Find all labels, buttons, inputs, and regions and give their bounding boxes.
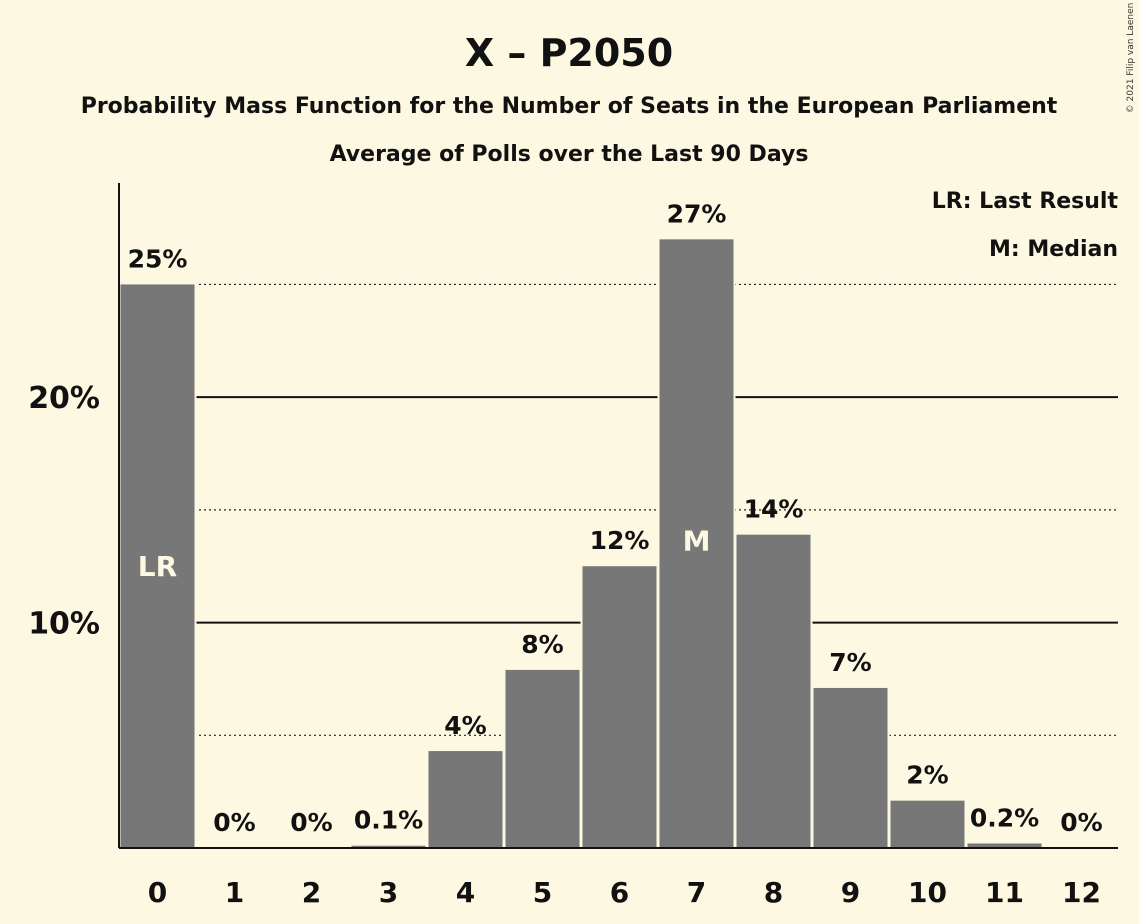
x-tick-label: 8: [764, 876, 783, 909]
data-label: 2%: [906, 761, 948, 790]
data-label: 8%: [521, 630, 563, 659]
chart-subtitle-2: Average of Polls over the Last 90 Days: [330, 142, 809, 167]
copyright-note: © 2021 Filip van Laenen: [1126, 3, 1136, 114]
x-tick-label: 7: [687, 876, 706, 909]
data-label: 0.1%: [354, 806, 423, 835]
data-label: 0.2%: [970, 803, 1039, 832]
data-label: 25%: [128, 244, 188, 273]
data-label: 27%: [667, 199, 727, 228]
legend-last-result: LR: Last Result: [932, 189, 1119, 214]
y-tick-label: 20%: [28, 381, 100, 416]
bar-seats-9: [813, 687, 888, 848]
y-tick-label: 10%: [28, 607, 100, 642]
x-tick-label: 10: [908, 876, 947, 909]
x-tick-label: 5: [533, 876, 552, 909]
x-tick-label: 11: [985, 876, 1024, 909]
data-label: 0%: [290, 808, 332, 837]
axes: 10%20%0 1 2 3 4 5 6 7 8 9 10 11 12: [28, 183, 1118, 909]
data-label: 12%: [590, 526, 650, 555]
data-label: 14%: [744, 495, 804, 524]
x-tick-label: 2: [302, 876, 321, 909]
bar-annotation-m: M: [683, 524, 711, 557]
bar-seats-0: [120, 284, 195, 848]
bar-seats-5: [505, 669, 580, 848]
data-label: 4%: [444, 711, 486, 740]
bar-seats-10: [890, 800, 965, 848]
bar-seats-6: [582, 566, 657, 848]
data-label: 7%: [829, 648, 871, 677]
bar-seats-3: [351, 845, 426, 848]
legend-median: M: Median: [989, 237, 1118, 262]
bar-seats-8: [736, 534, 811, 848]
bars: [118, 237, 1044, 848]
x-tick-label: 1: [225, 876, 244, 909]
x-tick-label: 9: [841, 876, 860, 909]
bar-seats-4: [428, 751, 503, 848]
bar-annotation-lr: LR: [138, 550, 177, 583]
bar-seats-7: [659, 239, 734, 848]
x-tick-label: 12: [1062, 876, 1101, 909]
data-label: 0%: [1060, 808, 1102, 837]
data-labels: 25% 0% 0% 0.1% 4% 8% 12% 27% 14% 7% 2% 0.2% 0% LR M: [128, 199, 1103, 837]
bar-seats-11: [967, 843, 1042, 848]
chart-title: X – P2050: [465, 31, 673, 75]
x-tick-label: 3: [379, 876, 398, 909]
chart-subtitle: Probability Mass Function for the Number…: [81, 94, 1058, 119]
x-tick-label: 6: [610, 876, 629, 909]
x-tick-label: 0: [148, 876, 167, 909]
data-label: 0%: [213, 808, 255, 837]
x-tick-label: 4: [456, 876, 475, 909]
